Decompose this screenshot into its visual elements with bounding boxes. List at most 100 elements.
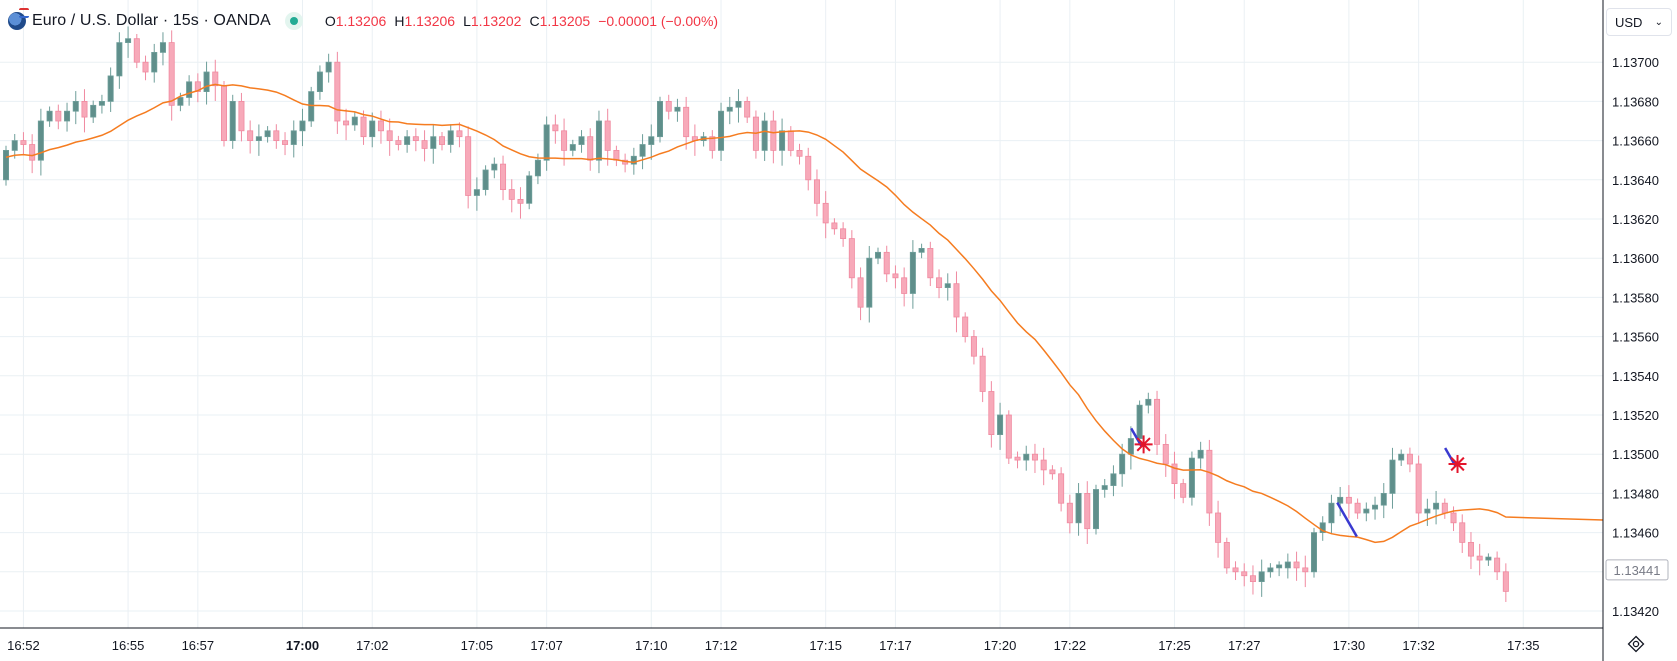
candle-down[interactable] bbox=[988, 391, 995, 436]
candle-down[interactable] bbox=[1066, 502, 1073, 524]
candle-up[interactable] bbox=[430, 136, 437, 149]
candle-down[interactable] bbox=[212, 71, 219, 87]
candle-down[interactable] bbox=[1450, 512, 1457, 524]
candle-up[interactable] bbox=[1485, 556, 1492, 561]
candle-up[interactable] bbox=[11, 140, 18, 151]
candle-up[interactable] bbox=[735, 101, 742, 108]
candle-up[interactable] bbox=[526, 175, 533, 204]
candle-down[interactable] bbox=[901, 277, 908, 294]
candle-down[interactable] bbox=[386, 130, 393, 142]
candle-down[interactable] bbox=[665, 101, 672, 112]
candle-up[interactable] bbox=[229, 101, 236, 142]
candle-down[interactable] bbox=[805, 155, 812, 181]
candle-down[interactable] bbox=[412, 136, 419, 141]
moving-average-line[interactable] bbox=[5, 83, 1604, 544]
candle-down[interactable] bbox=[970, 336, 977, 357]
candle-down[interactable] bbox=[883, 251, 890, 275]
candle-up[interactable] bbox=[316, 71, 323, 93]
candle-down[interactable] bbox=[465, 136, 472, 196]
signal-star-marker[interactable] bbox=[1134, 435, 1153, 454]
candle-up[interactable] bbox=[1380, 492, 1387, 506]
candle-down[interactable] bbox=[552, 124, 559, 132]
candle-down[interactable] bbox=[1223, 542, 1230, 569]
candle-up[interactable] bbox=[404, 136, 411, 145]
candle-down[interactable] bbox=[1154, 398, 1161, 445]
candle-down[interactable] bbox=[1206, 449, 1213, 514]
candle-down[interactable] bbox=[848, 238, 855, 279]
candle-up[interactable] bbox=[1389, 459, 1396, 494]
market-open-status-icon[interactable] bbox=[284, 12, 303, 30]
candle-up[interactable] bbox=[674, 106, 681, 112]
candle-down[interactable] bbox=[831, 222, 838, 230]
candle-up[interactable] bbox=[1319, 522, 1326, 533]
candle-up[interactable] bbox=[569, 144, 576, 151]
candle-up[interactable] bbox=[1023, 453, 1030, 461]
candle-down[interactable] bbox=[1058, 473, 1065, 504]
candle-down[interactable] bbox=[796, 149, 803, 157]
candle-down[interactable] bbox=[1014, 456, 1021, 461]
candle-down[interactable] bbox=[395, 140, 402, 145]
candle-down[interactable] bbox=[1467, 542, 1474, 557]
candle-down[interactable] bbox=[1345, 496, 1352, 504]
candle-up[interactable] bbox=[1127, 438, 1134, 455]
candle-down[interactable] bbox=[587, 136, 594, 161]
candle-up[interactable] bbox=[159, 42, 166, 53]
candle-up[interactable] bbox=[944, 283, 951, 288]
candle-up[interactable] bbox=[875, 251, 882, 259]
candle-down[interactable] bbox=[1215, 512, 1222, 543]
candle-down[interactable] bbox=[456, 130, 463, 138]
candle-down[interactable] bbox=[29, 144, 36, 161]
candle-down[interactable] bbox=[953, 283, 960, 318]
candle-down[interactable] bbox=[1171, 463, 1178, 485]
candle-up[interactable] bbox=[1188, 457, 1195, 498]
candle-up[interactable] bbox=[630, 155, 637, 165]
candle-up[interactable] bbox=[1075, 492, 1082, 524]
candle-down[interactable] bbox=[438, 136, 445, 145]
candle-up[interactable] bbox=[648, 136, 655, 145]
candle-down[interactable] bbox=[1180, 483, 1187, 498]
candle-up[interactable] bbox=[1284, 561, 1291, 569]
candle-down[interactable] bbox=[20, 140, 27, 145]
candle-up[interactable] bbox=[1258, 571, 1265, 582]
candle-down[interactable] bbox=[247, 130, 254, 142]
candle-down[interactable] bbox=[936, 277, 943, 288]
candle-up[interactable] bbox=[1337, 496, 1344, 504]
current-price-tag[interactable] bbox=[1605, 559, 1669, 581]
candle-up[interactable] bbox=[718, 110, 725, 151]
chart-settings-button[interactable] bbox=[1624, 632, 1648, 656]
candle-up[interactable] bbox=[726, 106, 733, 112]
candle-down[interactable] bbox=[1293, 561, 1300, 569]
candle-up[interactable] bbox=[46, 110, 53, 122]
candle-down[interactable] bbox=[508, 189, 515, 200]
candle-down[interactable] bbox=[683, 106, 690, 138]
candle-down[interactable] bbox=[1502, 571, 1509, 592]
candle-up[interactable] bbox=[299, 120, 306, 132]
candle-down[interactable] bbox=[840, 228, 847, 240]
candle-up[interactable] bbox=[473, 189, 480, 196]
candle-up[interactable] bbox=[255, 136, 262, 141]
candle-down[interactable] bbox=[1040, 459, 1047, 471]
candle-up[interactable] bbox=[1145, 398, 1152, 406]
candle-down[interactable] bbox=[517, 198, 524, 204]
candle-up[interactable] bbox=[1398, 453, 1405, 461]
candle-down[interactable] bbox=[979, 355, 986, 392]
candle-up[interactable] bbox=[308, 91, 315, 122]
candle-down[interactable] bbox=[360, 116, 367, 138]
candle-up[interactable] bbox=[1328, 502, 1335, 524]
candle-up[interactable] bbox=[761, 120, 768, 151]
candle-up[interactable] bbox=[3, 149, 9, 181]
candle-up[interactable] bbox=[1372, 504, 1379, 510]
candle-up[interactable] bbox=[1433, 502, 1440, 510]
candle-up[interactable] bbox=[595, 120, 602, 161]
candle-down[interactable] bbox=[1354, 502, 1361, 514]
candle-up[interactable] bbox=[639, 144, 646, 157]
symbol-title[interactable]: Euro / U.S. Dollar · 15s · OANDA bbox=[32, 12, 271, 29]
candle-down[interactable] bbox=[770, 120, 777, 151]
candle-down[interactable] bbox=[220, 85, 227, 142]
candle-up[interactable] bbox=[151, 52, 158, 73]
candle-up[interactable] bbox=[909, 251, 916, 294]
candle-down[interactable] bbox=[613, 149, 620, 161]
candle-up[interactable] bbox=[290, 130, 297, 145]
candle-down[interactable] bbox=[334, 61, 341, 122]
